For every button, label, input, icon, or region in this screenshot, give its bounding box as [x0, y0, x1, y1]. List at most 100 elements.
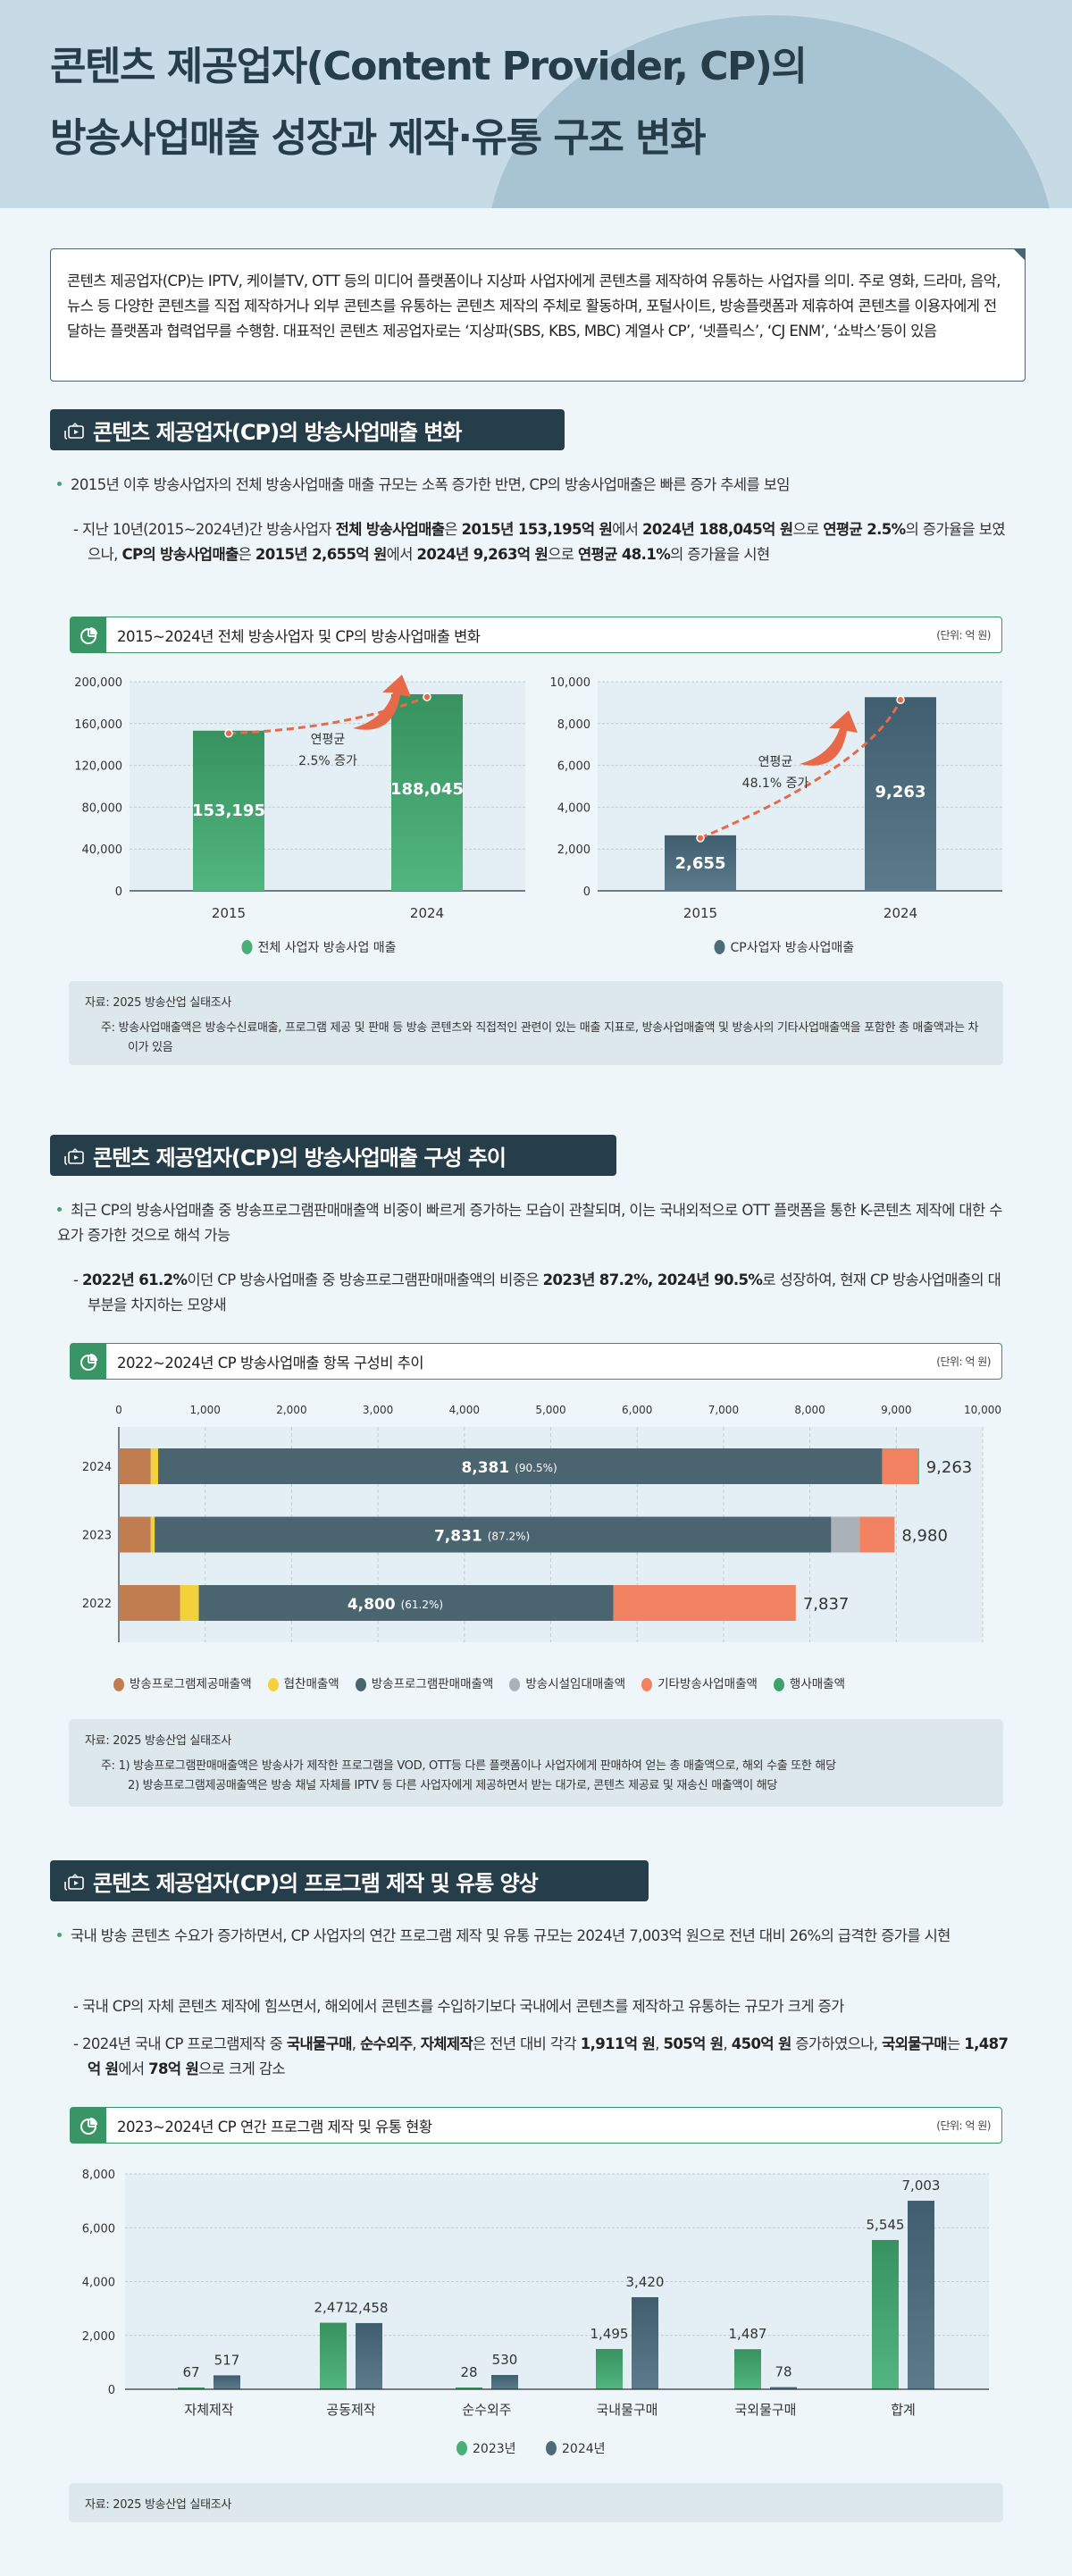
bar-segment [155, 1516, 832, 1553]
x-tick-label: 6,000 [622, 1404, 652, 1416]
legend-swatch [267, 1677, 279, 1691]
legend-label: 협찬매출액 [283, 1677, 339, 1691]
emphasis-text: 연평균 2.5% [823, 521, 906, 538]
y-tick-label: 200,000 [74, 676, 122, 690]
bar-segment [180, 1585, 199, 1621]
bar-value-label: 188,045 [390, 780, 464, 799]
section-title: 콘텐츠 제공업자(CP)의 방송사업매출 구성 추이 [93, 1145, 507, 1171]
emphasis-text: 자체제작 [420, 2035, 473, 2052]
legend-item: 방송프로그램제공매출액 [113, 1674, 252, 1691]
text-segment: 의 증가율을 시현 [670, 546, 770, 563]
bullet-dot [57, 482, 62, 486]
text-segment: 는 [947, 2035, 965, 2052]
chart-title: 2022~2024년 CP 방송사업매출 항목 구성비 추이 [117, 1354, 424, 1372]
bar-segment [859, 1516, 895, 1553]
text-segment: 국내 CP의 자체 콘텐츠 제작에 힘쓰면서, 해외에서 콘텐츠를 수입하기보다… [82, 1998, 844, 2015]
annotation-line1: 연평균 [758, 755, 793, 769]
y-tick-label: 10,000 [550, 676, 591, 690]
y-tick-label: 2022 [82, 1598, 112, 1611]
total-value-label: 8,980 [901, 1527, 948, 1546]
annotation-line2: 48.1% 증가 [742, 776, 809, 791]
text-segment: - [73, 2035, 82, 2052]
y-tick-label: 2023 [82, 1530, 112, 1543]
chart-title: 2023~2024년 CP 연간 프로그램 제작 및 유통 현황 [117, 2118, 432, 2135]
y-tick-label: 6,000 [557, 760, 590, 774]
text-segment: 로 성장하여, 현재 CP 방송사업매출의 대부분을 차지하는 모양새 [88, 1271, 1001, 1313]
text-segment: , [412, 2035, 421, 2052]
text-segment: , [351, 2035, 361, 2052]
legend-label: 방송프로그램판매매출액 [371, 1677, 494, 1691]
x-tick-label: 9,000 [881, 1404, 911, 1416]
y-tick-label: 8,000 [82, 2169, 115, 2182]
y-tick-label: 160,000 [74, 718, 122, 732]
bullet-paragraph: 국내 방송 콘텐츠 수요가 증가하면서, CP 사업자의 연간 프로그램 제작 … [57, 1924, 1013, 1949]
intro-text: 콘텐츠 제공업자(CP)는 IPTV, 케이블TV, OTT 등의 미디어 플랫… [67, 273, 1001, 340]
bar-segment [831, 1516, 860, 1553]
bar-segment [119, 1448, 151, 1484]
legend-swatch [113, 1677, 124, 1691]
footnote: 2) 방송프로그램제공매출액은 방송 채널 자체를 IPTV 등 다른 사업자에… [128, 1779, 778, 1792]
trend-dashed-line [699, 699, 902, 840]
bar [320, 2322, 347, 2389]
trend-point [896, 695, 905, 704]
bullet-dot [57, 1207, 62, 1212]
legend-label: CP사업자 방송사업매출 [731, 941, 855, 955]
x-tick-label: 2,000 [276, 1404, 306, 1416]
section-header: 콘텐츠 제공업자(CP)의 방송사업매출 변화 [50, 409, 565, 450]
plot-area [130, 682, 525, 891]
x-tick-label: 0 [115, 1404, 122, 1416]
dash-paragraph: - 2024년 국내 CP 프로그램제작 중 국내물구매, 순수외주, 자체제작… [73, 2032, 1011, 2082]
chart-unit: (단위: 억 원) [936, 1355, 991, 1368]
bar-segment [150, 1516, 155, 1553]
emphasis-text: CP의 방송사업매출 [121, 546, 239, 563]
legend-swatch [773, 1677, 784, 1691]
bar [908, 2201, 934, 2389]
bar [865, 697, 936, 891]
emphasis-text: 연평균 48.1% [578, 546, 671, 563]
bar [178, 2387, 205, 2389]
text-segment: 2015년 이후 방송사업자의 전체 방송사업매출 매출 규모는 소폭 증가한 … [71, 476, 790, 493]
bar [193, 730, 264, 891]
bar-value-label: 28 [460, 2364, 477, 2380]
text-segment: 증가하였으나, [791, 2035, 883, 2052]
chart-pie-icon [71, 617, 106, 652]
emphasis-text: 2023년 87.2%, 2024년 90.5% [542, 1271, 763, 1288]
x-tick-label: 2024 [410, 905, 444, 921]
x-tick-label: 2015 [683, 905, 717, 921]
trend-dashed-line [228, 695, 428, 735]
bar-segment [150, 1448, 158, 1484]
dash-paragraph: - 국내 CP의 자체 콘텐츠 제작에 힘쓰면서, 해외에서 콘텐츠를 수입하기… [73, 1994, 1011, 2019]
bullet-paragraph: 최근 CP의 방송사업매출 중 방송프로그램판매매출액 비중이 빠르게 증가하는… [57, 1198, 1013, 1248]
y-tick-label: 0 [108, 2384, 115, 2397]
page-title-line1: 콘텐츠 제공업자(Content Provider, CP)의 [50, 44, 808, 89]
intro-box: 콘텐츠 제공업자(CP)는 IPTV, 케이블TV, OTT 등의 미디어 플랫… [50, 248, 1026, 382]
text-segment: , [723, 2035, 732, 2052]
bar-value-label: 7,003 [902, 2177, 941, 2194]
legend-label: 2024년 [562, 2442, 606, 2456]
bar-segment [198, 1585, 614, 1621]
chart-revenue-comparison: 0 40,000 80,000 120,000 160,000 200,000 2015 15… [74, 675, 1002, 955]
x-tick-label: 5,000 [535, 1404, 565, 1416]
emphasis-text: 2022년 61.2% [82, 1271, 188, 1288]
bar-value-label: 2,458 [350, 2300, 389, 2316]
segment-value-label: 4,800 [348, 1596, 396, 1614]
bar-segment [882, 1448, 918, 1484]
bar [665, 835, 736, 891]
growth-arrow-icon [800, 710, 858, 766]
emphasis-text: 505억 원 [663, 2035, 724, 2052]
total-value-label: 9,263 [926, 1458, 973, 1477]
chart-unit: (단위: 억 원) [936, 629, 991, 642]
x-tick-label: 자체제작 [184, 2402, 233, 2418]
y-tick-label: 120,000 [74, 760, 122, 774]
legend-swatch [456, 2441, 467, 2455]
y-tick-label: 0 [115, 885, 122, 899]
chart-pie-icon [71, 2108, 106, 2143]
source-note-box: 자료: 2025 방송산업 실태조사 주: 1) 방송프로그램판매매출액은 방송사… [69, 1719, 1003, 1807]
chart-1: 0 2,000 4,000 6,000 8,000 10,000 2015 2,655 2024… [550, 676, 1002, 955]
bullet-dot [57, 1933, 62, 1937]
bar [872, 2239, 899, 2389]
y-tick-label: 2024 [82, 1461, 112, 1474]
x-tick-label: 국외물구매 [734, 2402, 796, 2418]
bar-value-label: 530 [492, 2352, 518, 2368]
chart-title: 2015~2024년 전체 방송사업자 및 CP의 방송사업매출 변화 [117, 627, 481, 645]
